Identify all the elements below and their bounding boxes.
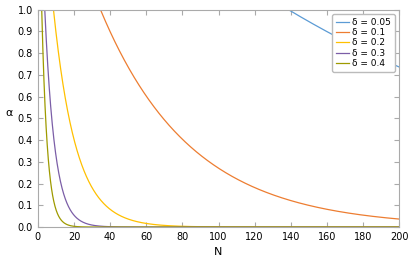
δ = 0.2 [35,8,40,11]
δ = 0.3 [319,225,324,229]
δ = 0.1 [201,156,206,159]
δ = 0.2 [201,225,206,228]
δ = 0.1 [319,207,324,210]
δ = 0.2 [385,225,390,229]
δ = 0.4 [35,8,40,11]
δ = 0.3 [396,225,401,229]
δ = 0.4 [211,225,216,229]
δ = 0.1 [396,218,401,221]
δ = 0.2 [54,33,59,36]
Line: δ = 0.05: δ = 0.05 [38,9,398,67]
δ = 0.2 [211,225,216,229]
δ = 0.4 [396,225,401,229]
δ = 0.05 [211,8,216,11]
δ = 0.2 [319,225,324,229]
δ = 0.4 [385,225,390,229]
δ = 0.1 [54,8,59,11]
Line: δ = 0.2: δ = 0.2 [38,9,398,227]
δ = 0.2 [396,225,401,229]
Legend: δ = 0.05, δ = 0.1, δ = 0.2, δ = 0.3, δ = 0.4: δ = 0.05, δ = 0.1, δ = 0.2, δ = 0.3, δ =… [332,14,394,72]
Line: δ = 0.1: δ = 0.1 [38,9,398,219]
δ = 0.2 [385,225,390,229]
δ = 0.05 [54,8,59,11]
δ = 0.05 [35,8,40,11]
δ = 0.4 [319,225,324,229]
δ = 0.3 [385,225,390,229]
X-axis label: N: N [214,247,222,257]
δ = 0.4 [201,225,206,229]
δ = 0.3 [54,156,59,159]
δ = 0.4 [385,225,390,229]
Line: δ = 0.4: δ = 0.4 [38,9,398,227]
δ = 0.3 [385,225,390,229]
δ = 0.1 [211,163,216,166]
δ = 0.4 [54,209,59,212]
δ = 0.3 [35,8,40,11]
δ = 0.1 [385,216,390,220]
δ = 0.05 [385,61,390,64]
δ = 0.05 [319,28,324,31]
Y-axis label: α: α [5,108,13,118]
δ = 0.3 [201,225,206,229]
δ = 0.05 [396,65,401,69]
δ = 0.05 [201,8,206,11]
δ = 0.3 [211,225,216,229]
δ = 0.1 [385,216,390,220]
δ = 0.1 [35,8,40,11]
δ = 0.05 [385,61,390,64]
Line: δ = 0.3: δ = 0.3 [38,9,398,227]
